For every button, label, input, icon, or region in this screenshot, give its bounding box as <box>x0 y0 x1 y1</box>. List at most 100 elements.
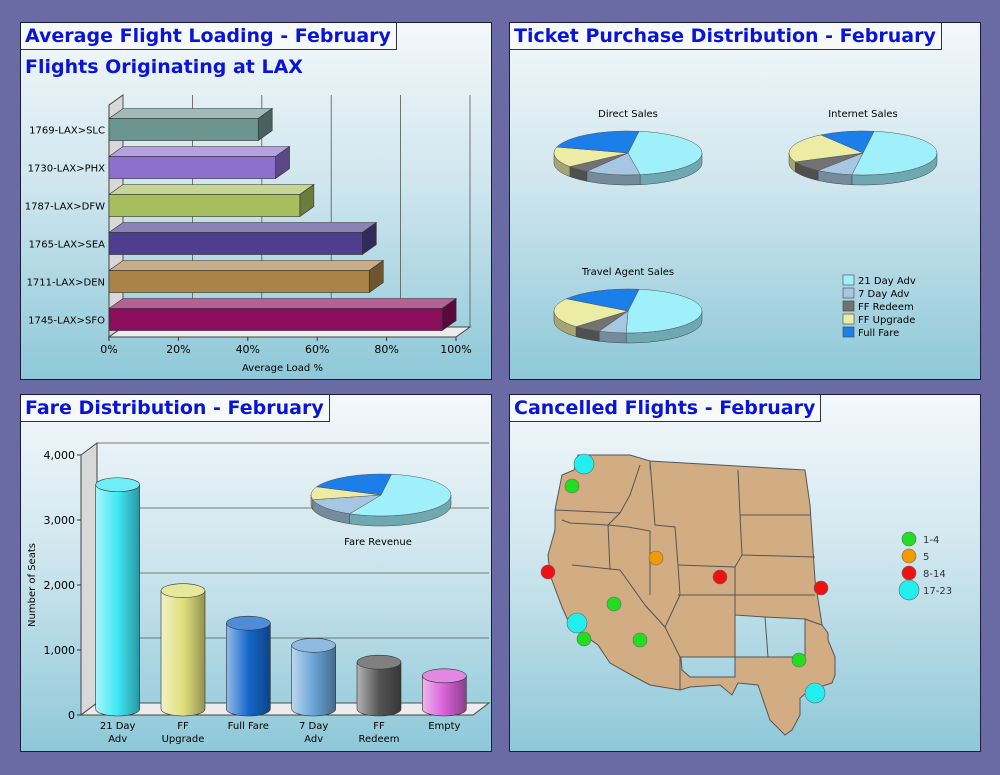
legend-swatch <box>842 313 855 325</box>
y-tick-label: 1,000 <box>44 644 76 657</box>
bar-top <box>108 298 458 309</box>
legend-label: 8-14 <box>923 569 946 580</box>
pie-slice <box>553 146 629 167</box>
pie-slice <box>820 130 875 154</box>
cancellation-marker <box>540 564 556 580</box>
cancellation-marker <box>632 632 648 648</box>
legend-label: 17-23 <box>923 586 952 597</box>
legend-swatch <box>842 300 855 312</box>
y-tick-label: 2,000 <box>44 579 76 592</box>
category-label: 1711-LAX>DEN <box>27 278 105 289</box>
category-label: 1730-LAX>PHX <box>28 164 105 175</box>
bar-top <box>108 222 378 233</box>
pie-slice <box>556 130 640 154</box>
pie-slice <box>312 494 382 515</box>
cylinder-bar <box>291 645 336 717</box>
fare-revenue-pie <box>310 473 452 527</box>
fares-chart-title: Fare Distribution - February <box>21 395 330 422</box>
loading-chart: 0% 20% 40% 60% 80% 100% Average Load % 1769-LAX… <box>25 94 472 374</box>
x-axis-label: Average Load % <box>242 363 323 374</box>
legend-marker <box>901 565 917 581</box>
category-label: 1765-LAX>SEA <box>29 240 106 251</box>
bar-top <box>108 184 315 195</box>
legend-swatch <box>842 287 855 299</box>
cylinder-bar <box>226 622 271 717</box>
y-tick-label: 4,000 <box>44 449 76 462</box>
category-label: Adv <box>304 734 323 745</box>
cancellation-marker <box>712 569 728 585</box>
bar <box>108 270 370 293</box>
category-label: FF <box>177 721 189 732</box>
cancellation-marker <box>813 580 829 596</box>
cylinder-bar <box>356 661 402 717</box>
pie-slice <box>565 288 640 312</box>
pie-slice <box>788 134 864 163</box>
cylinder-top <box>422 668 467 684</box>
x-tick-label: 80% <box>374 343 398 356</box>
x-tick-label: 0% <box>100 343 117 356</box>
bar-top <box>108 260 385 271</box>
cancelled-map-title: Cancelled Flights - February <box>510 395 822 422</box>
legend-label: 7 Day Adv <box>858 289 909 300</box>
cylinder-top <box>95 477 140 493</box>
pie-slice <box>627 130 703 175</box>
pie-chart <box>553 130 703 186</box>
category-label: Adv <box>108 734 127 745</box>
cylinder-top <box>160 583 206 598</box>
legend-label: 1-4 <box>923 535 939 546</box>
category-label: 21 Day <box>100 721 136 732</box>
cancellation-marker <box>576 631 592 647</box>
category-label: Upgrade <box>162 734 205 745</box>
category-label: Redeem <box>358 734 399 745</box>
cancellation-marker <box>573 453 595 475</box>
pie-slice <box>348 473 452 517</box>
tickets-chart: Direct Sales Internet Sales Travel Agent S… <box>553 109 938 344</box>
legend-swatch <box>842 326 855 338</box>
pie-slice <box>625 288 703 334</box>
states-outline <box>547 454 836 736</box>
legend-swatch <box>842 274 855 286</box>
legend-marker <box>901 548 917 564</box>
pie-slice <box>553 298 629 327</box>
category-label: 7 Day <box>299 721 328 732</box>
pie-label: Travel Agent Sales <box>581 267 674 278</box>
category-label: Empty <box>428 721 460 732</box>
cancellation-marker <box>566 612 588 634</box>
bar <box>108 232 363 255</box>
cancellation-marker <box>606 596 622 612</box>
x-tick-label: 20% <box>166 343 190 356</box>
state-borders <box>554 460 816 690</box>
cancelled-map-panel: 1-4 5 8-14 17-23 Cancelled Flights - Februa… <box>509 394 981 752</box>
pie-label: Internet Sales <box>828 109 898 120</box>
legend-label: FF Redeem <box>858 302 914 313</box>
western-us-map <box>547 454 836 736</box>
fares-chart: 0 1,000 2,000 3,000 4,000 Number of Seats 21 D… <box>27 442 491 745</box>
fares-chart-panel: 0 1,000 2,000 3,000 4,000 Number of Seats 21 D… <box>20 394 492 752</box>
bar-top <box>108 146 291 157</box>
pie-slice <box>315 473 392 496</box>
category-label: 1787-LAX>DFW <box>25 202 105 213</box>
y-axis-label: Number of Seats <box>27 543 38 627</box>
tickets-chart-panel: Direct Sales Internet Sales Travel Agent S… <box>509 22 981 380</box>
legend-marker <box>901 531 917 547</box>
category-label: 1745-LAX>SFO <box>28 316 105 327</box>
bar-top <box>108 108 274 119</box>
bar <box>108 118 259 141</box>
pie-label: Fare Revenue <box>344 537 412 548</box>
pie-slice <box>851 130 938 176</box>
cylinder-bar <box>95 484 140 717</box>
legend-label: 5 <box>923 552 929 563</box>
category-label: 1769-LAX>SLC <box>29 126 105 137</box>
tickets-chart-title: Ticket Purchase Distribution - February <box>510 23 942 50</box>
pie-label: Direct Sales <box>598 109 658 120</box>
cancellation-marker <box>791 652 807 668</box>
cylinder-top <box>356 654 402 670</box>
x-tick-label: 60% <box>305 343 329 356</box>
legend-label: 21 Day Adv <box>858 276 916 287</box>
loading-chart-title: Average Flight Loading - February <box>21 23 397 50</box>
pie-chart <box>788 130 938 186</box>
legend-marker <box>898 579 920 601</box>
bar <box>108 308 443 331</box>
category-label: FF <box>373 721 385 732</box>
back-wall-left <box>80 442 98 716</box>
